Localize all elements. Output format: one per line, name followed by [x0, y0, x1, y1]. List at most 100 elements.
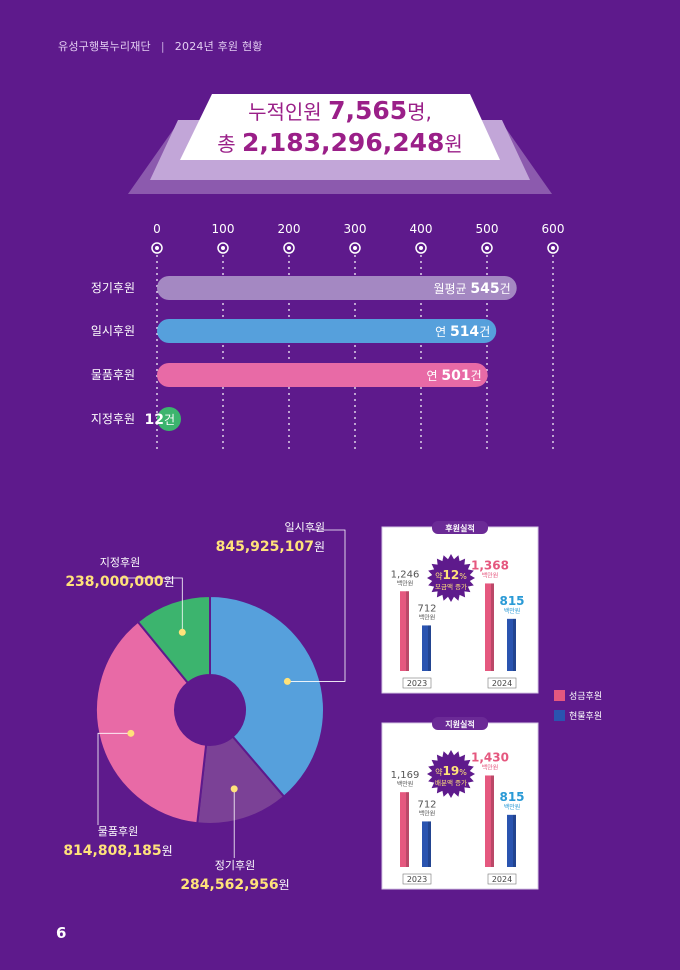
year-label-box: [487, 873, 517, 885]
bar-value-label: 1,430: [471, 750, 509, 764]
slice-value: 238,000,000원: [65, 574, 174, 590]
bar: [157, 276, 517, 300]
bar-shade: [406, 591, 409, 671]
bar-unit-label: 백만원: [419, 613, 436, 621]
bar-unit-label: 백만원: [482, 571, 499, 579]
bar: [157, 407, 181, 431]
org-name: 유성구행복누리재단: [58, 40, 151, 53]
bar-value-label: 월평균 545건: [433, 281, 510, 297]
bar: [485, 583, 494, 671]
legend-swatch: [554, 710, 565, 721]
year-label-box: [402, 677, 432, 689]
year-label-box: [402, 873, 432, 885]
tick-marker-dot: [419, 246, 423, 250]
slice-label: 지정후원: [100, 556, 140, 569]
panel-title-pill: [432, 521, 488, 534]
category-label: 물품후원: [91, 368, 135, 382]
bar-unit-label: 백만원: [482, 763, 499, 771]
tick-marker-dot: [551, 246, 555, 250]
growth-badge-pct: 약12%: [435, 568, 467, 582]
slice-label: 일시후원: [285, 520, 325, 534]
slice-label: 정기후원: [215, 859, 255, 872]
slice-marker: [178, 628, 186, 636]
tick-marker-dot: [155, 246, 159, 250]
year-label-box: [487, 677, 517, 689]
bar: [422, 625, 431, 671]
x-tick-label: 100: [212, 222, 235, 236]
bar-shade: [491, 583, 494, 671]
slice-marker: [127, 729, 135, 737]
bar-value-label: 연 501건: [427, 368, 482, 384]
bar: [400, 792, 409, 867]
legend-label: 성금후원: [569, 691, 602, 702]
leader-line: [287, 529, 346, 682]
page-header: 유성구행복누리재단 | 2024년 후원 현황: [58, 38, 263, 54]
bar-unit-label: 백만원: [397, 579, 414, 587]
bar: [507, 814, 516, 867]
performance-bar-charts: 후원실적20231,246백만원712백만원20241,368백만원815백만원…: [381, 521, 602, 890]
growth-badge: [427, 750, 475, 798]
x-tick-label: 600: [542, 222, 565, 236]
tick-marker-dot: [287, 246, 291, 250]
bar-shade: [406, 792, 409, 867]
bar-unit-label: 백만원: [397, 780, 414, 788]
legend-swatch: [554, 690, 565, 701]
tick-marker-dot: [485, 246, 489, 250]
banner-graphic: [128, 94, 552, 194]
tick-marker-dot: [353, 246, 357, 250]
bar: [485, 775, 494, 867]
panel-title-pill: [432, 717, 488, 730]
bar: [507, 618, 516, 671]
slice-value: 814,808,185원: [63, 843, 172, 859]
panel-title: 지원실적: [445, 719, 474, 729]
category-label: 정기후원: [91, 281, 135, 295]
legend-label: 현물후원: [569, 711, 602, 722]
bar-shade: [491, 775, 494, 867]
page-number: 6: [56, 924, 67, 942]
category-label: 일시후원: [91, 324, 135, 338]
growth-badge: [427, 554, 475, 602]
bar-shade: [513, 814, 516, 867]
bar-value-label: 1,246: [391, 569, 420, 580]
bar-unit-label: 백만원: [504, 607, 521, 615]
year-label: 2023: [407, 679, 427, 688]
bar-value-label: 712: [417, 799, 436, 810]
bar-value-label: 연 514건: [435, 324, 490, 340]
slice-marker: [283, 677, 291, 685]
slice-label: 물품후원: [98, 825, 138, 838]
bar: [157, 319, 497, 343]
growth-badge-text: 배분액 증가: [435, 778, 467, 787]
bar-unit-label: 백만원: [504, 803, 521, 811]
header-separator: |: [160, 40, 165, 53]
performance-panel: 지원실적20231,169백만원712백만원20241,430백만원815백만원…: [381, 717, 539, 890]
bar: [400, 591, 409, 671]
bar: [157, 363, 488, 387]
panel-title: 후원실적: [445, 523, 474, 533]
banner-total-people: 누적인원 7,565명,: [248, 96, 432, 125]
x-tick-label: 300: [344, 222, 367, 236]
category-label: 지정후원: [91, 412, 135, 426]
bar-unit-label: 백만원: [419, 809, 436, 817]
leader-line: [97, 732, 131, 825]
tick-marker-dot: [221, 246, 225, 250]
x-tick-label: 0: [153, 222, 161, 236]
bar-shade: [428, 821, 431, 867]
growth-badge-text: 모금액 증가: [435, 582, 467, 591]
bar-value-label: 1,368: [471, 558, 509, 572]
x-tick-label: 400: [410, 222, 433, 236]
banner-total-amount: 총 2,183,296,248원: [217, 128, 463, 157]
donut-slice: [196, 735, 286, 825]
header-title: 2024년 후원 현황: [174, 40, 263, 53]
growth-badge-pct: 약19%: [435, 764, 467, 778]
year-label: 2024: [492, 679, 512, 688]
bar-value-label: 1,169: [391, 770, 420, 781]
banner-plate: [180, 94, 500, 160]
bar-value-label: 712: [417, 603, 436, 614]
bar-shade: [428, 625, 431, 671]
x-tick-label: 500: [476, 222, 499, 236]
slice-marker: [230, 785, 238, 793]
year-label: 2023: [407, 875, 427, 884]
performance-panel: 후원실적20231,246백만원712백만원20241,368백만원815백만원…: [381, 521, 539, 694]
slice-value: 284,562,956원: [180, 877, 289, 893]
